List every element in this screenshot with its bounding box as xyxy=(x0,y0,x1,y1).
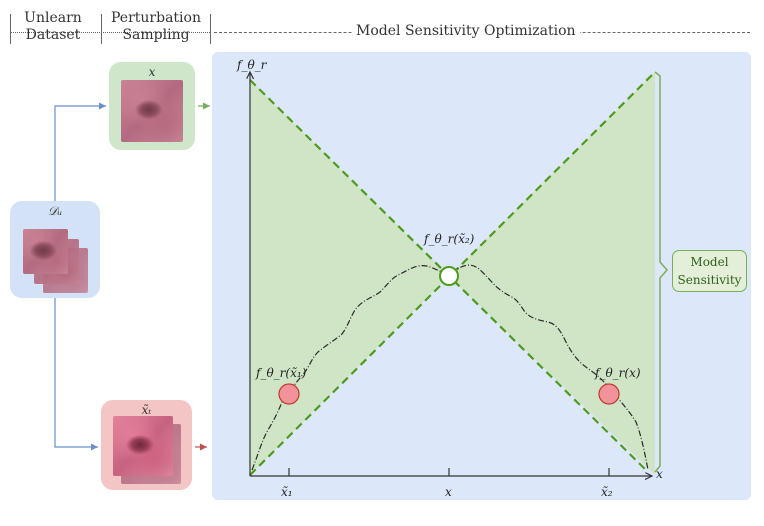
center-point-label: f_θ_r(x̃₂) xyxy=(424,232,475,246)
cone-right xyxy=(449,72,655,475)
right-point-marker xyxy=(598,383,620,405)
flow-arrow-to-xt xyxy=(54,298,98,451)
clean-sample-label: x xyxy=(148,65,156,79)
model-function-curve xyxy=(251,264,649,471)
header-unlearn-line2: Dataset xyxy=(25,27,81,43)
header-dotted-line xyxy=(10,32,210,33)
clean-sample-card: x xyxy=(109,62,195,150)
header-perturb-line1: Perturbation xyxy=(111,10,201,26)
y-axis-label: f_θ_r xyxy=(237,58,267,72)
perturbed-sample-card: x̃ₜ xyxy=(101,400,192,490)
perturbed-image-1 xyxy=(113,416,173,476)
clean-sample-image xyxy=(121,80,183,142)
header-separator xyxy=(10,14,11,44)
flow-arrow-to-x xyxy=(54,102,106,201)
header-model-sensitivity-optimization: Model Sensitivity Optimization xyxy=(352,23,580,39)
cone-left xyxy=(250,80,449,475)
unlearn-dataset-card: 𝒟ᵤ xyxy=(10,201,100,298)
dataset-image-1 xyxy=(23,229,68,274)
tick-label-x1: x̃₁ xyxy=(281,485,293,499)
model-sensitivity-box: Model Sensitivity xyxy=(672,250,747,292)
center-point-marker xyxy=(439,266,459,286)
left-point-label: f_θ_r(x̃₁) xyxy=(256,366,307,380)
header-separator xyxy=(101,14,102,44)
lower-left-bound-line xyxy=(249,71,656,476)
header-separator xyxy=(210,14,211,44)
unlearn-dataset-label: 𝒟ᵤ xyxy=(47,204,63,218)
tick-label-x2: x̃₂ xyxy=(601,485,613,499)
model-sensitivity-line2: Sensitivity xyxy=(677,273,742,287)
header-unlearn-dataset: Unlearn Dataset xyxy=(8,10,98,44)
header-perturb-line2: Sampling xyxy=(122,27,190,43)
tick-label-x: x xyxy=(445,485,452,499)
sensitivity-brace xyxy=(654,71,668,473)
header-perturbation-sampling: Perturbation Sampling xyxy=(104,10,208,44)
model-sensitivity-line1: Model xyxy=(690,255,729,269)
x-axis-label: x xyxy=(656,467,663,481)
right-point-label: f_θ_r(x) xyxy=(595,366,641,380)
perturbed-sample-label: x̃ₜ xyxy=(141,403,152,417)
header-unlearn-line1: Unlearn xyxy=(24,10,82,26)
left-point-marker xyxy=(278,383,300,405)
